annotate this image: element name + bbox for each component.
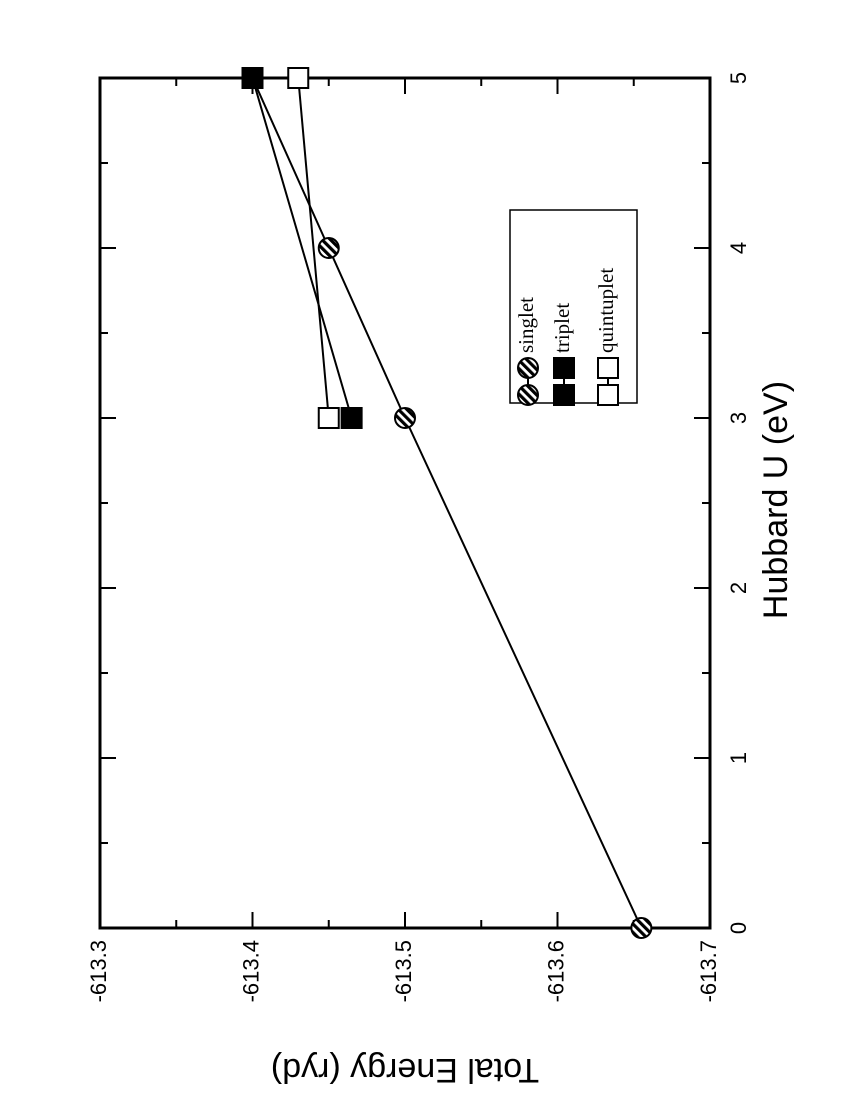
y-tick-label: -613.4 [238,940,263,1002]
legend-label: triplet [550,303,574,353]
y-tick-label: -613.7 [696,940,721,1002]
x-tick-label: 3 [726,412,751,424]
series-line [251,77,353,419]
marker [553,357,575,379]
marker [317,407,340,429]
y-axis-label: Total Energy (ryd) [271,1051,539,1089]
series-line [251,77,643,929]
x-tick-label: 4 [726,242,751,254]
marker [287,67,310,89]
y-tick-label: -613.6 [543,940,568,1002]
y-tick-label: -613.3 [86,940,111,1002]
legend-label: quintuplet [594,268,618,353]
x-axis-label: Hubbard U (eV) [757,381,795,619]
marker [630,917,653,939]
x-tick-label: 0 [726,922,751,934]
marker [517,384,539,406]
rotated-plot: Hubbard U (eV) Total Energy (ryd) 0 1 2 3 4 5… [86,67,795,1089]
marker [340,407,363,429]
y-tick-label: -613.5 [391,940,416,1002]
legend-label: singlet [514,297,538,353]
plot-frame [98,76,712,930]
x-tick-label: 2 [726,582,751,594]
marker [241,67,264,89]
marker [597,357,619,379]
x-tick-label: 5 [726,72,751,84]
x-tick-label: 1 [726,752,751,764]
marker [597,384,619,406]
series-line [297,77,330,419]
marker [553,384,575,406]
marker [394,407,416,429]
marker [517,357,539,379]
marker [317,237,340,259]
